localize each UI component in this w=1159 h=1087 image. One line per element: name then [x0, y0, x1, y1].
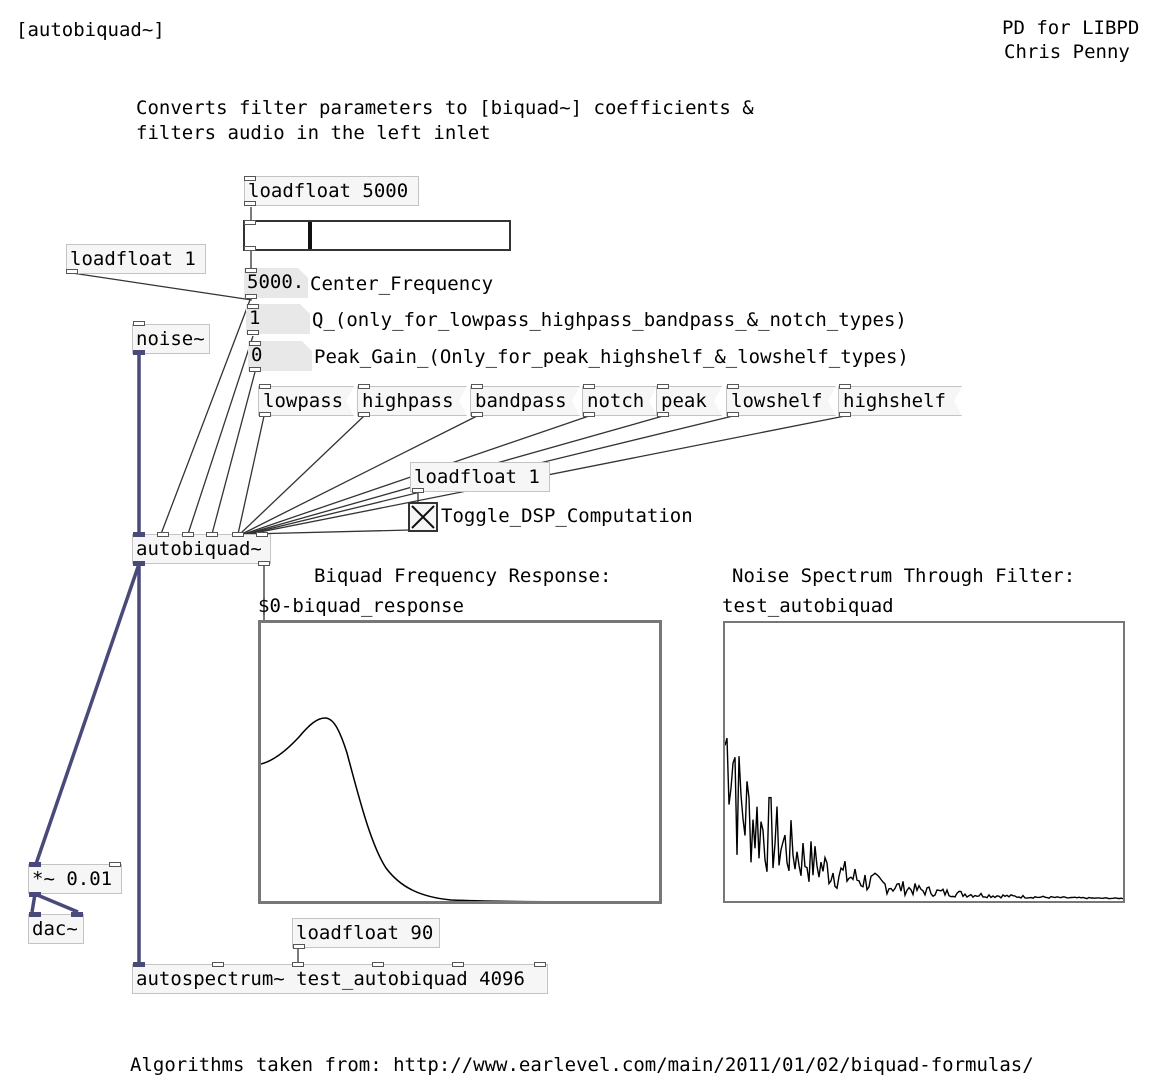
message-lowshelf[interactable]: lowshelf: [726, 386, 836, 416]
frequency-slider[interactable]: [243, 220, 511, 251]
message-notch[interactable]: notch: [582, 386, 657, 416]
loadfloat-1-q-object[interactable]: loadfloat 1: [66, 244, 206, 274]
loadfloat-1-dsp-object[interactable]: loadfloat 1: [410, 462, 550, 492]
autobiquad-object[interactable]: autobiquad~: [132, 534, 271, 564]
peak-gain-label: Peak_Gain_(Only_for_peak_highshelf_&_low…: [314, 346, 909, 368]
cord-freq-autobiquad: [160, 299, 251, 535]
peak-gain-number[interactable]: 0: [248, 341, 312, 371]
autospectrum-object[interactable]: autospectrum~ test_autobiquad 4096: [132, 964, 548, 994]
message-highpass[interactable]: highpass: [357, 386, 467, 416]
spectrum-array-name: test_autobiquad: [722, 595, 894, 617]
center-frequency-label: Center_Frequency: [310, 273, 494, 295]
message-highshelf[interactable]: highshelf: [838, 386, 962, 416]
cord-loadfloat1-q: [71, 272, 253, 301]
response-graph-title: Biquad Frequency Response:: [314, 565, 612, 587]
dac-object[interactable]: dac~: [28, 914, 84, 944]
multiply-object[interactable]: *~ 0.01: [28, 864, 122, 894]
algorithm-credit: Algorithms taken from: http://www.earlev…: [130, 1054, 1034, 1076]
biquad-response-graph[interactable]: [258, 620, 662, 904]
dsp-toggle[interactable]: [408, 502, 438, 532]
message-bandpass[interactable]: bandpass: [470, 386, 580, 416]
center-frequency-number[interactable]: 5000.: [244, 268, 308, 298]
cord-q-autobiquad: [187, 335, 254, 535]
spectrum-plot: [725, 737, 1123, 900]
platform-label: PD for LIBPD: [1002, 17, 1140, 39]
description-line-1: Converts filter parameters to [biquad~] …: [136, 97, 754, 119]
loadfloat-90-object[interactable]: loadfloat 90: [292, 918, 440, 948]
message-lowpass[interactable]: lowpass: [258, 386, 354, 416]
description-line-2: filters audio in the left inlet: [136, 122, 491, 144]
loadfloat-5000-object[interactable]: loadfloat 5000: [244, 176, 419, 206]
response-array-name: $0-biquad_response: [258, 595, 464, 617]
toggle-check-mark: [411, 505, 435, 529]
message-peak[interactable]: peak: [656, 386, 722, 416]
response-curve: [261, 717, 546, 901]
spectrum-line: [725, 737, 1123, 900]
cord-gain-autobiquad: [211, 371, 256, 535]
slider-knob[interactable]: [308, 222, 312, 249]
noise-spectrum-graph[interactable]: [723, 621, 1125, 903]
noise-object[interactable]: noise~: [132, 324, 210, 354]
spectrum-graph-title: Noise Spectrum Through Filter:: [732, 565, 1076, 587]
author-label: Chris Penny: [1004, 41, 1130, 63]
object-name-title: [autobiquad~]: [16, 19, 165, 41]
q-number[interactable]: 1: [246, 304, 310, 334]
toggle-dsp-label: Toggle_DSP_Computation: [441, 505, 693, 527]
q-label: Q_(only_for_lowpass_highpass_bandpass_&_…: [312, 309, 907, 331]
